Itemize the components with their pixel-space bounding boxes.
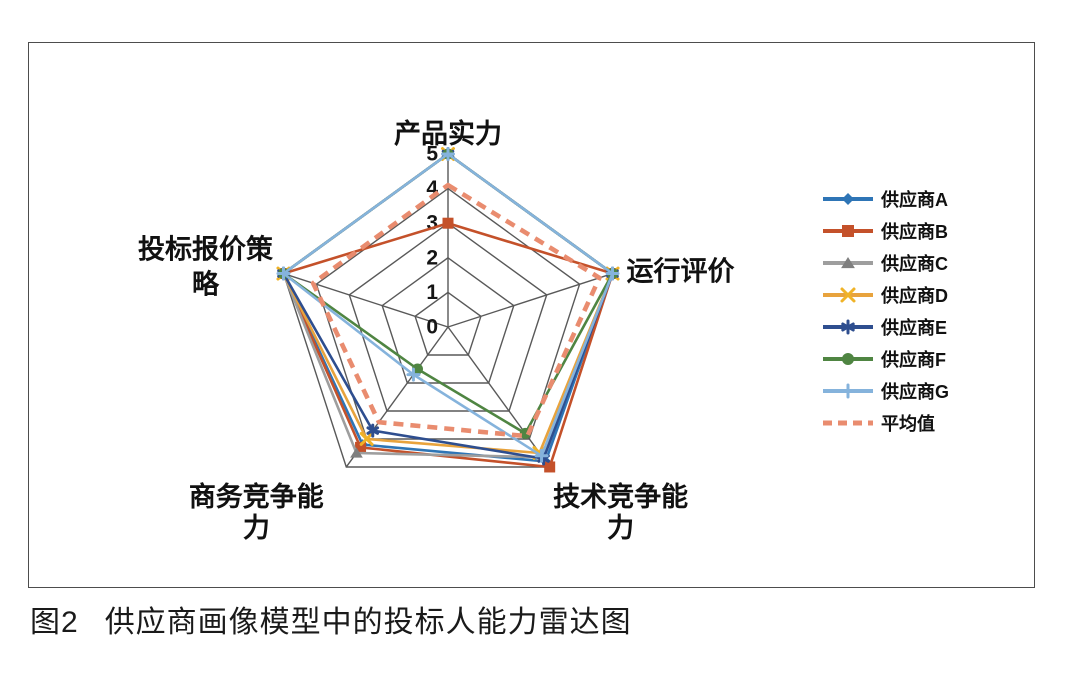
figure-caption: 图2 供应商画像模型中的投标人能力雷达图 <box>30 597 632 641</box>
legend-marker-supplier-f-icon <box>823 353 873 365</box>
tick-label-0: 0 <box>426 316 438 339</box>
legend-marker-supplier-d-icon <box>823 287 873 303</box>
legend-marker-supplier-e-icon <box>823 319 873 335</box>
legend-label-supplier-c: 供应商C <box>881 254 948 274</box>
legend-marker-average-icon <box>823 420 873 426</box>
legend-item-supplier-a: 供应商A <box>822 183 949 215</box>
legend-item-supplier-e: 供应商E <box>822 311 949 343</box>
legend-item-supplier-c: 供应商C <box>822 247 949 279</box>
axis-label-2: 技术竞争能力 <box>553 481 688 543</box>
tick-label-1: 1 <box>426 281 438 304</box>
figure-frame: 0 1 2 3 4 5 产品实力 运行评价 技术竞争能力 商务竞争能力 投标报价策略 供应商A 供应商… <box>28 42 1035 588</box>
legend-item-supplier-f: 供应商F <box>822 343 949 375</box>
radar-series-supplier-g <box>276 147 620 463</box>
legend-marker-supplier-b-icon <box>823 225 873 237</box>
legend-item-supplier-g: 供应商G <box>822 375 949 407</box>
legend-label-supplier-f: 供应商F <box>881 350 946 370</box>
legend-label-supplier-a: 供应商A <box>881 190 948 210</box>
caption-number: 图2 <box>30 606 79 639</box>
axis-label-3: 商务竞争能力 <box>189 481 324 543</box>
axis-label-4: 投标报价策略 <box>138 234 274 300</box>
legend-label-supplier-d: 供应商D <box>881 286 948 306</box>
legend-label-supplier-b: 供应商B <box>881 222 948 242</box>
legend-label-average: 平均值 <box>881 414 935 434</box>
legend-item-supplier-b: 供应商B <box>822 215 949 247</box>
caption-text: 供应商画像模型中的投标人能力雷达图 <box>104 606 632 639</box>
legend-item-average: 平均值 <box>822 407 949 439</box>
legend-marker-supplier-g-icon <box>823 383 873 399</box>
legend-marker-supplier-a-icon <box>823 193 873 205</box>
radar-series-average <box>310 182 602 439</box>
legend-item-supplier-d: 供应商D <box>822 279 949 311</box>
legend-label-supplier-e: 供应商E <box>881 318 948 338</box>
tick-label-3: 3 <box>426 212 438 235</box>
tick-label-5: 5 <box>426 143 438 166</box>
axis-label-1: 运行评价 <box>627 256 736 287</box>
tick-label-2: 2 <box>426 246 438 269</box>
legend: 供应商A 供应商B 供应商C 供应商D 供应商E 供应商F 供应商G 平均值 <box>822 183 949 439</box>
legend-marker-supplier-c-icon <box>823 257 873 269</box>
legend-label-supplier-g: 供应商G <box>881 382 950 402</box>
axis-label-0: 产品实力 <box>394 118 502 149</box>
